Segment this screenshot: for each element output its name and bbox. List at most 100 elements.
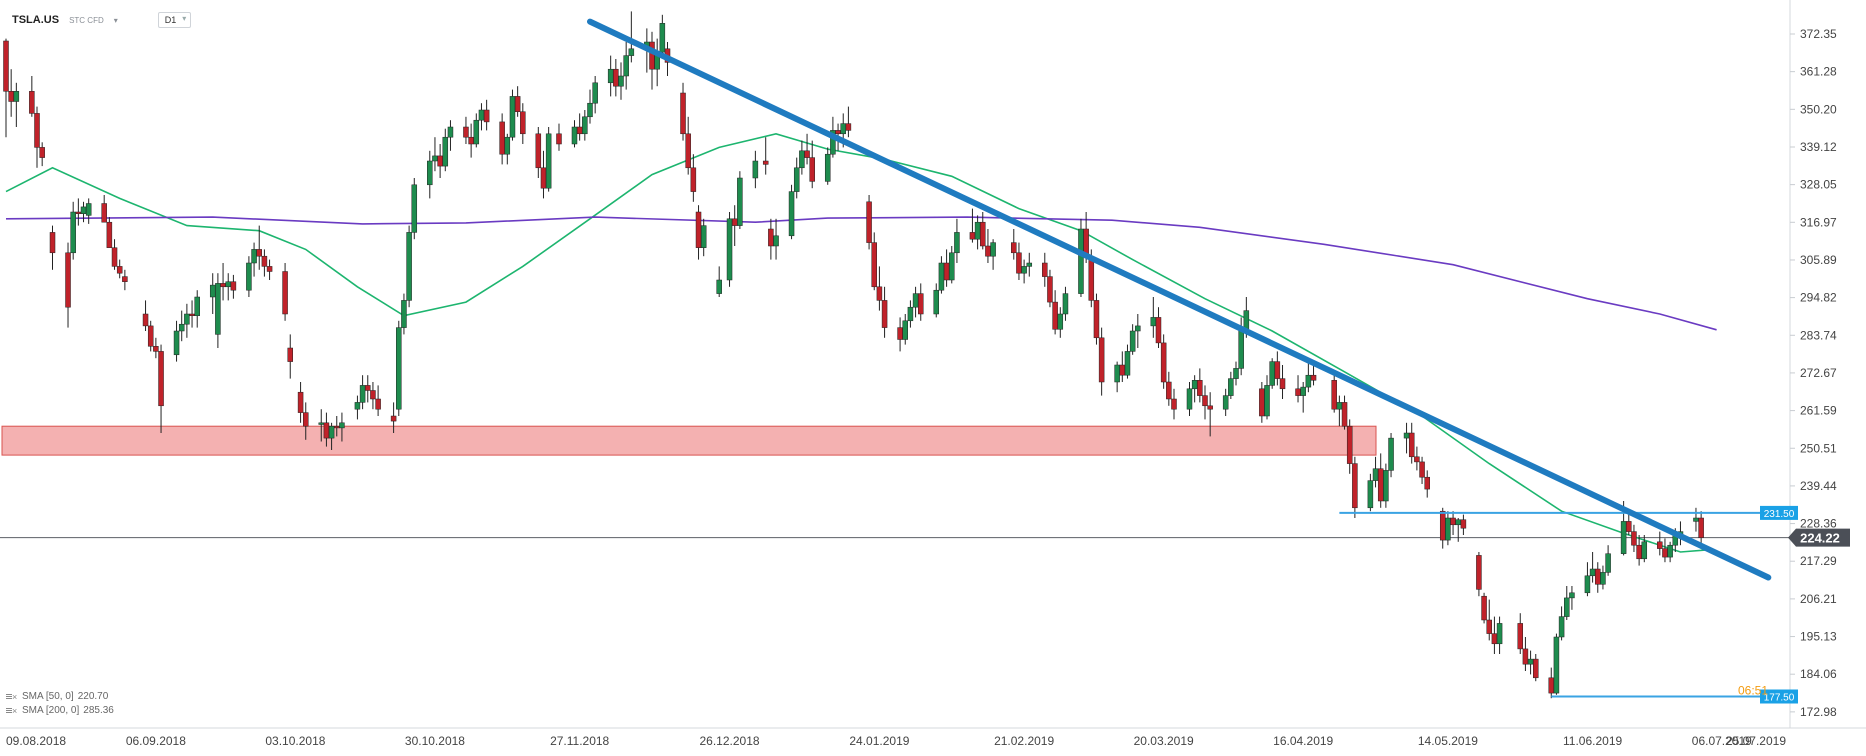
candle-body[interactable]	[1228, 378, 1234, 396]
candle-body[interactable]	[1693, 517, 1699, 522]
candle-body[interactable]	[954, 232, 960, 254]
candle-body[interactable]	[933, 289, 940, 315]
candle-body[interactable]	[1419, 461, 1425, 478]
candle-body[interactable]	[1331, 380, 1337, 410]
candle-body[interactable]	[1372, 468, 1379, 481]
candle-body[interactable]	[1522, 648, 1529, 665]
candle-body[interactable]	[375, 398, 381, 410]
candle-body[interactable]	[659, 23, 666, 53]
candle-body[interactable]	[845, 123, 852, 131]
chevron-down-icon[interactable]: ▾	[113, 15, 118, 25]
candle-body[interactable]	[318, 422, 325, 425]
candle-body[interactable]	[328, 425, 335, 439]
candle-body[interactable]	[178, 323, 185, 332]
timeframe-select[interactable]: D1 ▾	[157, 12, 192, 28]
candle-body[interactable]	[442, 136, 449, 167]
candle-body[interactable]	[576, 126, 583, 135]
candle-body[interactable]	[1620, 521, 1627, 554]
candle-body[interactable]	[793, 167, 800, 192]
candle-body[interactable]	[473, 119, 480, 145]
candle-body[interactable]	[287, 347, 293, 362]
candle-body[interactable]	[1496, 623, 1503, 645]
candle-body[interactable]	[411, 184, 418, 233]
candle-body[interactable]	[225, 281, 231, 288]
candle-body[interactable]	[871, 242, 877, 288]
candle-body[interactable]	[768, 228, 774, 247]
candle-body[interactable]	[1197, 380, 1203, 396]
candle-body[interactable]	[1641, 541, 1648, 560]
candle-body[interactable]	[1264, 385, 1270, 417]
candle-body[interactable]	[1460, 519, 1467, 529]
candle-body[interactable]	[1062, 293, 1069, 315]
candle-body[interactable]	[1491, 633, 1498, 645]
candle-body[interactable]	[101, 203, 107, 223]
candle-body[interactable]	[1589, 568, 1596, 577]
candle-body[interactable]	[731, 218, 738, 226]
candle-body[interactable]	[142, 313, 149, 327]
candle-body[interactable]	[1455, 519, 1461, 526]
candle-body[interactable]	[111, 247, 118, 267]
legend-item-sma50[interactable]: SMA [50, 0] 220.70	[6, 690, 114, 704]
downtrend-line[interactable]	[586, 18, 1772, 581]
candle-body[interactable]	[540, 167, 547, 189]
candle-body[interactable]	[1564, 597, 1570, 617]
candle-body[interactable]	[762, 160, 769, 165]
candle-body[interactable]	[876, 286, 883, 301]
instrument-type-label[interactable]: STC CFD	[69, 15, 104, 25]
candle-body[interactable]	[809, 157, 815, 182]
candle-body[interactable]	[835, 130, 841, 135]
candle-body[interactable]	[1445, 517, 1451, 541]
candle-body[interactable]	[153, 346, 159, 352]
candle-body[interactable]	[1259, 388, 1265, 417]
candle-body[interactable]	[824, 153, 831, 182]
candle-body[interactable]	[690, 167, 697, 192]
candle-body[interactable]	[1341, 402, 1348, 427]
candle-body[interactable]	[189, 313, 195, 316]
candle-body[interactable]	[1481, 595, 1487, 621]
candle-body[interactable]	[830, 130, 836, 155]
symbol-label[interactable]: TSLA.US	[12, 14, 60, 26]
candle-body[interactable]	[447, 126, 454, 138]
candle-body[interactable]	[1093, 300, 1100, 339]
candle-body[interactable]	[401, 300, 407, 328]
candle-body[interactable]	[13, 91, 20, 102]
candle-body[interactable]	[1367, 480, 1374, 509]
candle-body[interactable]	[1088, 259, 1095, 301]
candle-body[interactable]	[1595, 568, 1601, 585]
candle-body[interactable]	[902, 320, 908, 340]
candle-body[interactable]	[1207, 405, 1213, 410]
candle-body[interactable]	[339, 422, 345, 429]
candle-body[interactable]	[116, 266, 123, 274]
candle-body[interactable]	[912, 293, 919, 308]
candle-body[interactable]	[1305, 374, 1312, 388]
candle-body[interactable]	[980, 221, 986, 247]
candle-body[interactable]	[1383, 470, 1389, 502]
candle-body[interactable]	[1662, 548, 1668, 558]
candle-body[interactable]	[700, 225, 707, 248]
candle-body[interactable]	[1098, 337, 1105, 383]
candle-body[interactable]	[1533, 658, 1539, 679]
candle-body[interactable]	[282, 271, 288, 315]
candle-body[interactable]	[1605, 553, 1611, 573]
candle-body[interactable]	[695, 211, 702, 248]
candle-body[interactable]	[220, 283, 226, 288]
candle-body[interactable]	[261, 255, 268, 267]
candle-body[interactable]	[359, 385, 366, 403]
candle-body[interactable]	[726, 218, 733, 281]
candle-body[interactable]	[354, 402, 361, 410]
candle-body[interactable]	[1016, 252, 1022, 274]
candle-body[interactable]	[592, 82, 598, 104]
candle-body[interactable]	[297, 391, 304, 413]
candle-body[interactable]	[427, 160, 433, 186]
candle-body[interactable]	[147, 325, 154, 347]
candle-body[interactable]	[943, 262, 950, 281]
candle-body[interactable]	[881, 300, 888, 328]
candle-body[interactable]	[1408, 432, 1415, 458]
candle-body[interactable]	[1336, 402, 1343, 410]
candle-body[interactable]	[613, 68, 619, 87]
candle-body[interactable]	[1011, 242, 1017, 254]
candle-body[interactable]	[39, 147, 45, 158]
candle-body[interactable]	[716, 279, 722, 294]
candle-body[interactable]	[680, 92, 686, 135]
candle-body[interactable]	[34, 113, 40, 148]
